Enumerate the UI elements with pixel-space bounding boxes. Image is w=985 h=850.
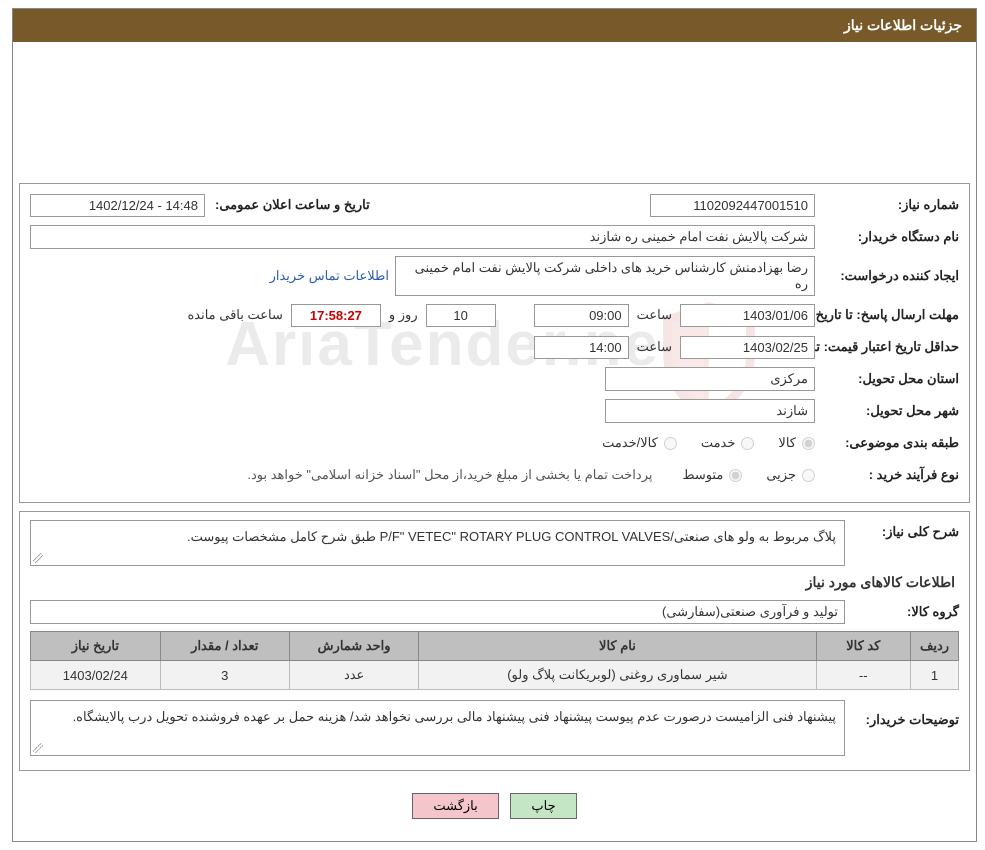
- validity-label: حداقل تاریخ اعتبار قیمت: تا تاریخ:: [819, 340, 959, 354]
- countdown-timer: 17:58:27: [291, 304, 381, 327]
- province-label: استان محل تحویل:: [819, 371, 959, 387]
- city-label: شهر محل تحویل:: [819, 403, 959, 419]
- time-word-1: ساعت: [633, 307, 676, 323]
- deadline-label: مهلت ارسال پاسخ: تا تاریخ:: [819, 308, 959, 322]
- topic-label: طبقه بندی موضوعی:: [819, 435, 959, 451]
- main-container: جزئیات اطلاعات نیاز AriaTender.ne شماره …: [12, 8, 977, 842]
- group-value: تولید و فرآوری صنعتی(سفارشی): [30, 600, 845, 624]
- buyer-notes-text: پیشنهاد فنی الزامیست درصورت عدم پیوست پی…: [30, 700, 845, 756]
- print-button[interactable]: چاپ: [510, 793, 576, 819]
- validity-hour: 14:00: [534, 336, 629, 359]
- topic-radio-goods[interactable]: [802, 437, 815, 450]
- cell-code: --: [816, 661, 910, 690]
- col-unit: واحد شمارش: [289, 632, 418, 661]
- remain-word: ساعت باقی مانده: [183, 307, 286, 323]
- col-idx: ردیف: [911, 632, 959, 661]
- back-button[interactable]: بازگشت: [412, 793, 498, 819]
- validity-date: 1403/02/25: [680, 336, 815, 359]
- col-date: تاریخ نیاز: [31, 632, 161, 661]
- proc-label: نوع فرآیند خرید :: [819, 467, 959, 483]
- days-remaining: 10: [426, 304, 496, 327]
- cell-unit: عدد: [289, 661, 418, 690]
- overall-description: پلاگ مربوط به ولو های صنعتی/P/F" VETEC" …: [30, 520, 845, 566]
- overall-label: شرح کلی نیاز:: [849, 520, 959, 540]
- topic-opt1: کالا: [778, 435, 796, 451]
- cell-qty: 3: [160, 661, 289, 690]
- buyer-value: شرکت پالایش نفت امام خمینی ره شازند: [30, 225, 815, 249]
- items-section: شرح کلی نیاز: پلاگ مربوط به ولو های صنعت…: [19, 511, 970, 771]
- topic-radio-both[interactable]: [664, 437, 677, 450]
- items-heading: اطلاعات کالاهای مورد نیاز: [34, 574, 955, 591]
- buyer-label: نام دستگاه خریدار:: [819, 229, 959, 245]
- cell-date: 1403/02/24: [31, 661, 161, 690]
- proc-note: پرداخت تمام یا بخشی از مبلغ خرید،از محل …: [247, 467, 658, 483]
- proc-radio-minor[interactable]: [802, 469, 815, 482]
- topic-opt2: خدمت: [701, 435, 736, 451]
- time-word-2: ساعت: [633, 339, 676, 355]
- province-value: مرکزی: [605, 367, 815, 391]
- group-label: گروه کالا:: [849, 604, 959, 620]
- col-code: کد کالا: [816, 632, 910, 661]
- col-qty: تعداد / مقدار: [160, 632, 289, 661]
- deadline-date: 1403/01/06: [680, 304, 815, 327]
- proc-opt1: جزیی: [766, 467, 796, 483]
- topic-radio-service[interactable]: [741, 437, 754, 450]
- buyer-contact-link[interactable]: اطلاعات تماس خریدار: [270, 268, 391, 284]
- cell-name: شیر سماوری روغنی (لوبریکانت پلاگ ولو): [419, 661, 816, 690]
- announce-label: تاریخ و ساعت اعلان عمومی:: [209, 197, 370, 213]
- items-table: ردیف کد کالا نام کالا واحد شمارش تعداد /…: [30, 631, 959, 690]
- cell-idx: 1: [911, 661, 959, 690]
- days-word: روز و: [385, 307, 422, 323]
- buttons-bar: چاپ بازگشت: [19, 779, 970, 835]
- need-no-value: 1102092447001510: [650, 194, 815, 217]
- announce-value: 14:48 - 1402/12/24: [30, 194, 205, 217]
- buyer-notes-label: توضیحات خریدار:: [849, 700, 959, 728]
- info-section: شماره نیاز: 1102092447001510 تاریخ و ساع…: [19, 183, 970, 503]
- deadline-hour: 09:00: [534, 304, 629, 327]
- content-area: AriaTender.ne شماره نیاز: 11020924470015…: [13, 42, 976, 841]
- proc-opt2: متوسط: [682, 467, 723, 483]
- topic-opt3: کالا/خدمت: [602, 435, 658, 451]
- requester-value: رضا بهزادمنش کارشناس خرید های داخلی شرکت…: [395, 256, 815, 296]
- header-bar: جزئیات اطلاعات نیاز: [13, 9, 976, 42]
- col-name: نام کالا: [419, 632, 816, 661]
- table-row: 1 -- شیر سماوری روغنی (لوبریکانت پلاگ ول…: [31, 661, 959, 690]
- proc-radio-medium[interactable]: [729, 469, 742, 482]
- table-header-row: ردیف کد کالا نام کالا واحد شمارش تعداد /…: [31, 632, 959, 661]
- requester-label: ایجاد کننده درخواست:: [819, 268, 959, 284]
- city-value: شازند: [605, 399, 815, 423]
- header-title: جزئیات اطلاعات نیاز: [844, 17, 962, 33]
- need-no-label: شماره نیاز:: [819, 197, 959, 213]
